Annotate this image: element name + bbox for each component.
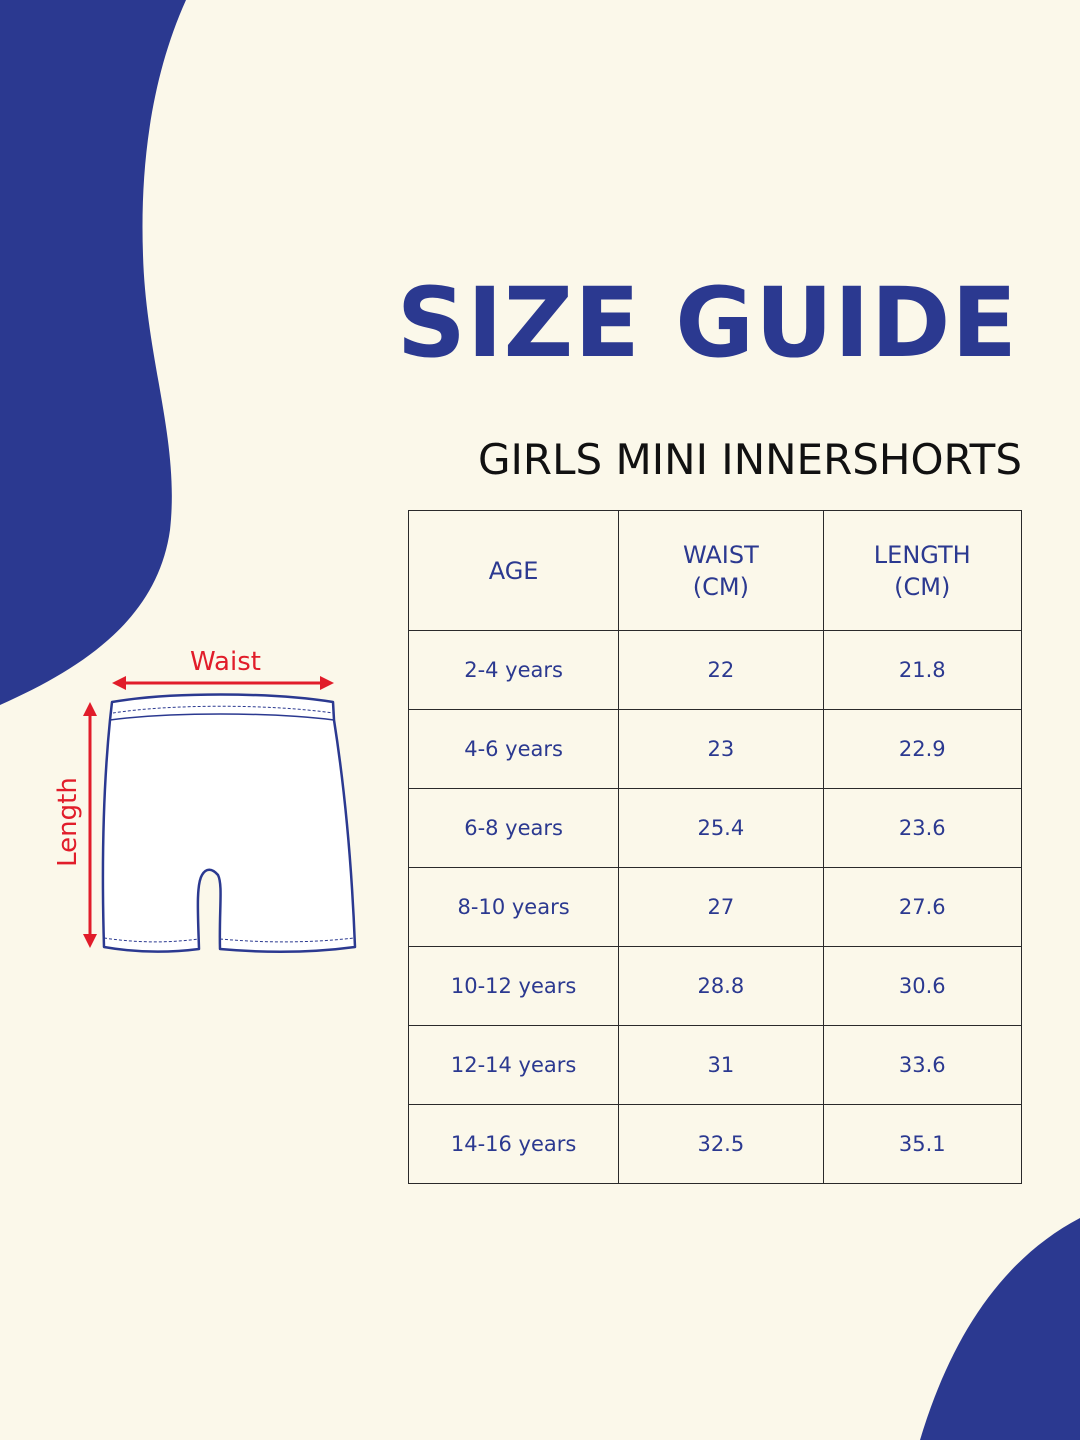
length-cell: 30.6: [822, 946, 1022, 1026]
table-row: 6-8 years 25.4 23.6: [407, 788, 1022, 868]
length-cell: 21.8: [822, 630, 1022, 710]
waist-cell: 22: [618, 630, 824, 710]
table-row: 12-14 years 31 33.6: [407, 1025, 1022, 1105]
hem-stitch-left: [103, 937, 200, 943]
length-cell: 27.6: [822, 867, 1022, 947]
hem-stitch-right: [219, 937, 355, 943]
header-waist-line2: (CM): [692, 572, 749, 601]
age-cell: 10-12 years: [407, 946, 620, 1026]
waist-label: Waist: [190, 647, 261, 677]
table-header-row: AGE WAIST (CM) LENGTH (CM): [407, 510, 1022, 631]
table-row: 2-4 years 22 21.8: [407, 630, 1022, 710]
waist-cell: 32.5: [618, 1104, 824, 1184]
length-cell: 33.6: [822, 1025, 1022, 1105]
page-title: SIZE GUIDE: [396, 267, 1018, 379]
table-row: 10-12 years 28.8 30.6: [407, 946, 1022, 1026]
waist-cell: 31: [618, 1025, 824, 1105]
waist-cell: 28.8: [618, 946, 824, 1026]
bottom-right-blob: [920, 1218, 1080, 1440]
age-cell: 8-10 years: [407, 867, 620, 947]
table-row: 4-6 years 23 22.9: [407, 709, 1022, 789]
age-cell: 4-6 years: [407, 709, 620, 789]
age-cell: 6-8 years: [407, 788, 620, 868]
table-row: 8-10 years 27 27.6: [407, 867, 1022, 947]
length-cell: 23.6: [822, 788, 1022, 868]
header-length: LENGTH (CM): [822, 510, 1022, 631]
waist-cell: 27: [618, 867, 824, 947]
age-cell: 14-16 years: [407, 1104, 620, 1184]
length-arrow: [83, 702, 97, 948]
waist-cell: 23: [618, 709, 824, 789]
header-waist-line1: WAIST: [682, 540, 759, 569]
age-cell: 2-4 years: [407, 630, 620, 710]
header-age: AGE: [407, 510, 620, 631]
waist-cell: 25.4: [618, 788, 824, 868]
length-cell: 22.9: [822, 709, 1022, 789]
size-table: AGE WAIST (CM) LENGTH (CM) 2-4 years 22 …: [407, 510, 1022, 1184]
header-waist: WAIST (CM): [618, 510, 824, 631]
age-cell: 12-14 years: [407, 1025, 620, 1105]
waistband-stitch: [112, 705, 334, 714]
shorts-outline-icon: [83, 676, 357, 954]
product-subtitle: GIRLS MINI INNERSHORTS: [478, 435, 1022, 484]
shorts-measurement-diagram: Waist Length: [40, 640, 370, 960]
shorts-body: [101, 693, 357, 954]
header-length-line2: (CM): [894, 572, 951, 601]
length-cell: 35.1: [822, 1104, 1022, 1184]
top-left-blob: [0, 0, 186, 705]
waistband-seam: [109, 713, 335, 721]
table-row: 14-16 years 32.5 35.1: [407, 1104, 1022, 1184]
length-label: Length: [53, 777, 83, 867]
header-length-line1: LENGTH: [873, 540, 971, 569]
waist-arrow: [112, 676, 334, 690]
